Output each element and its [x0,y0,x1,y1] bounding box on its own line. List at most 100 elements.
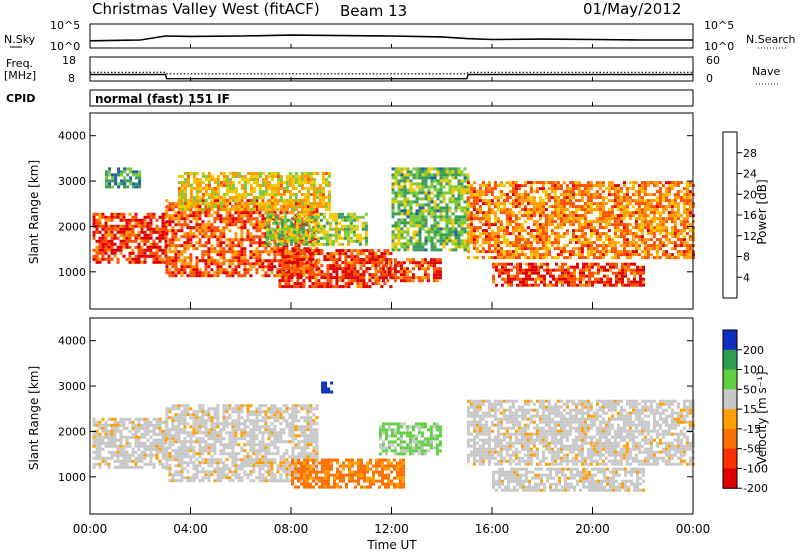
heatmap-cell [583,235,587,239]
heatmap-cell [661,220,665,224]
heatmap-cell [349,218,353,222]
heatmap-cell [287,273,291,277]
heatmap-cell [273,193,277,196]
heatmap-cell [110,435,114,439]
heatmap-cell [198,232,202,236]
heatmap-cell [264,211,268,215]
heatmap-cell [559,235,563,239]
heatmap-cell [252,181,256,184]
heatmap-cell [343,236,347,240]
heatmap-cell [383,270,387,274]
heatmap-cell [225,184,229,187]
heatmap-cell [451,248,455,252]
heatmap-cell [438,273,442,277]
heatmap-cell [291,175,295,178]
heatmap-cell [306,187,310,190]
heatmap-cell [113,423,117,427]
heatmap-cell [448,191,452,195]
heatmap-cell [338,285,342,289]
heatmap-cell [406,209,410,213]
heatmap-cell [604,220,608,224]
heatmap-cell [415,230,419,234]
heatmap-cell [303,193,307,196]
heatmap-cell [571,238,575,242]
heatmap-cell [589,226,593,230]
heatmap-cell [634,223,638,227]
heatmap-cell [294,268,298,272]
heatmap-cell [338,252,342,256]
heatmap-cell [347,279,351,283]
heatmap-cell [664,181,668,185]
heatmap-cell [511,184,515,188]
heatmap-cell [505,244,509,248]
cpid-label: CPID [6,92,35,105]
heatmap-cell [280,224,284,228]
heatmap-cell [595,208,599,212]
heatmap-cell [119,230,123,234]
heatmap-cell [642,277,645,281]
heatmap-cell [299,276,303,280]
y-tick-label: 4000 [58,130,86,143]
heatmap-cell [568,253,572,257]
heatmap-cell [216,202,220,205]
heatmap-cell [183,199,187,202]
heatmap-cell [201,172,205,175]
heatmap-cell [201,175,205,178]
heatmap-cell [403,242,407,246]
heatmap-cell [514,184,518,188]
heatmap-cell [104,236,108,240]
heatmap-cell [107,450,111,454]
freq-label-1: Freq. [6,57,33,70]
heatmap-cell [278,273,282,277]
heatmap-cell [544,202,548,206]
heatmap-cell [243,190,247,193]
heatmap-cell [143,254,147,258]
heatmap-cell [228,262,232,266]
heatmap-cell [397,182,401,186]
heatmap-cell [180,274,184,278]
heatmap-cell [116,260,120,264]
heatmap-cell [481,223,485,227]
heatmap-cell [152,230,156,234]
heatmap-cell [550,211,554,215]
heatmap-cell [439,248,443,252]
heatmap-cell [493,214,497,218]
heatmap-cell [676,184,680,188]
heatmap-cell [267,274,271,278]
heatmap-cell [131,227,135,231]
heatmap-cell [350,249,354,253]
heatmap-cell [520,184,524,188]
heatmap-cell [472,217,476,221]
heatmap-cell [314,279,318,283]
heatmap-cell [637,184,641,188]
heatmap-cell [344,267,348,271]
heatmap-cell [427,200,431,204]
heatmap-cell [619,232,623,236]
heatmap-cell [341,276,345,280]
heatmap-cell [122,426,126,430]
heatmap-cell [246,217,250,221]
heatmap-cell [436,221,440,225]
heatmap-cell [553,199,557,203]
heatmap-cell [673,223,677,227]
heatmap-cell [643,187,647,191]
heatmap-cell [634,247,638,251]
nave-label: Nave [752,65,780,78]
heatmap-cell [294,187,298,190]
heatmap-cell [174,235,178,239]
nsky-label: N.Sky [4,33,36,46]
heatmap-cell [526,256,530,260]
heatmap-cell [261,199,265,203]
heatmap-cell [282,199,286,202]
heatmap-cell [439,179,443,183]
heatmap-cell [125,239,129,243]
heatmap-cell [616,217,620,221]
heatmap-cell [316,221,320,225]
heatmap-cell [490,256,494,260]
heatmap-cell [427,203,431,207]
heatmap-cell [107,257,111,261]
heatmap-cell [219,238,223,242]
heatmap-cell [117,185,121,189]
heatmap-cell [517,205,521,209]
heatmap-cell [277,230,281,234]
